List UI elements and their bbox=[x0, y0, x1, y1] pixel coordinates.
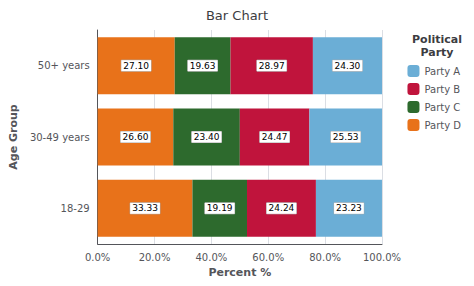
svg-text:40.0%: 40.0% bbox=[196, 252, 228, 263]
svg-text:33.33: 33.33 bbox=[132, 203, 158, 213]
svg-text:26.60: 26.60 bbox=[123, 132, 149, 142]
svg-text:28.97: 28.97 bbox=[259, 61, 285, 71]
svg-text:19.63: 19.63 bbox=[190, 61, 216, 71]
svg-text:27.10: 27.10 bbox=[123, 61, 149, 71]
svg-text:50+ years: 50+ years bbox=[38, 60, 90, 71]
svg-text:25.53: 25.53 bbox=[333, 132, 359, 142]
svg-text:0.0%: 0.0% bbox=[85, 252, 110, 263]
svg-text:19.19: 19.19 bbox=[207, 203, 233, 213]
svg-text:Party: Party bbox=[420, 46, 453, 59]
svg-text:80.0%: 80.0% bbox=[309, 252, 341, 263]
svg-text:23.40: 23.40 bbox=[194, 132, 220, 142]
svg-text:60.0%: 60.0% bbox=[252, 252, 284, 263]
svg-text:30-49 years: 30-49 years bbox=[30, 132, 90, 143]
svg-text:Political: Political bbox=[412, 33, 462, 46]
svg-text:24.47: 24.47 bbox=[262, 132, 288, 142]
svg-text:Bar Chart: Bar Chart bbox=[206, 8, 268, 23]
svg-text:100.0%: 100.0% bbox=[363, 252, 401, 263]
svg-text:Percent %: Percent % bbox=[208, 266, 271, 279]
svg-text:Age Group: Age Group bbox=[7, 104, 20, 170]
svg-text:Party D: Party D bbox=[424, 120, 461, 131]
svg-text:23.23: 23.23 bbox=[336, 203, 362, 213]
svg-text:20.0%: 20.0% bbox=[139, 252, 171, 263]
svg-text:18-29: 18-29 bbox=[61, 203, 90, 214]
svg-text:24.24: 24.24 bbox=[269, 203, 295, 213]
svg-text:24.30: 24.30 bbox=[335, 61, 361, 71]
svg-text:Party B: Party B bbox=[424, 84, 460, 95]
svg-text:Party C: Party C bbox=[424, 102, 460, 113]
svg-text:Party A: Party A bbox=[424, 66, 460, 77]
